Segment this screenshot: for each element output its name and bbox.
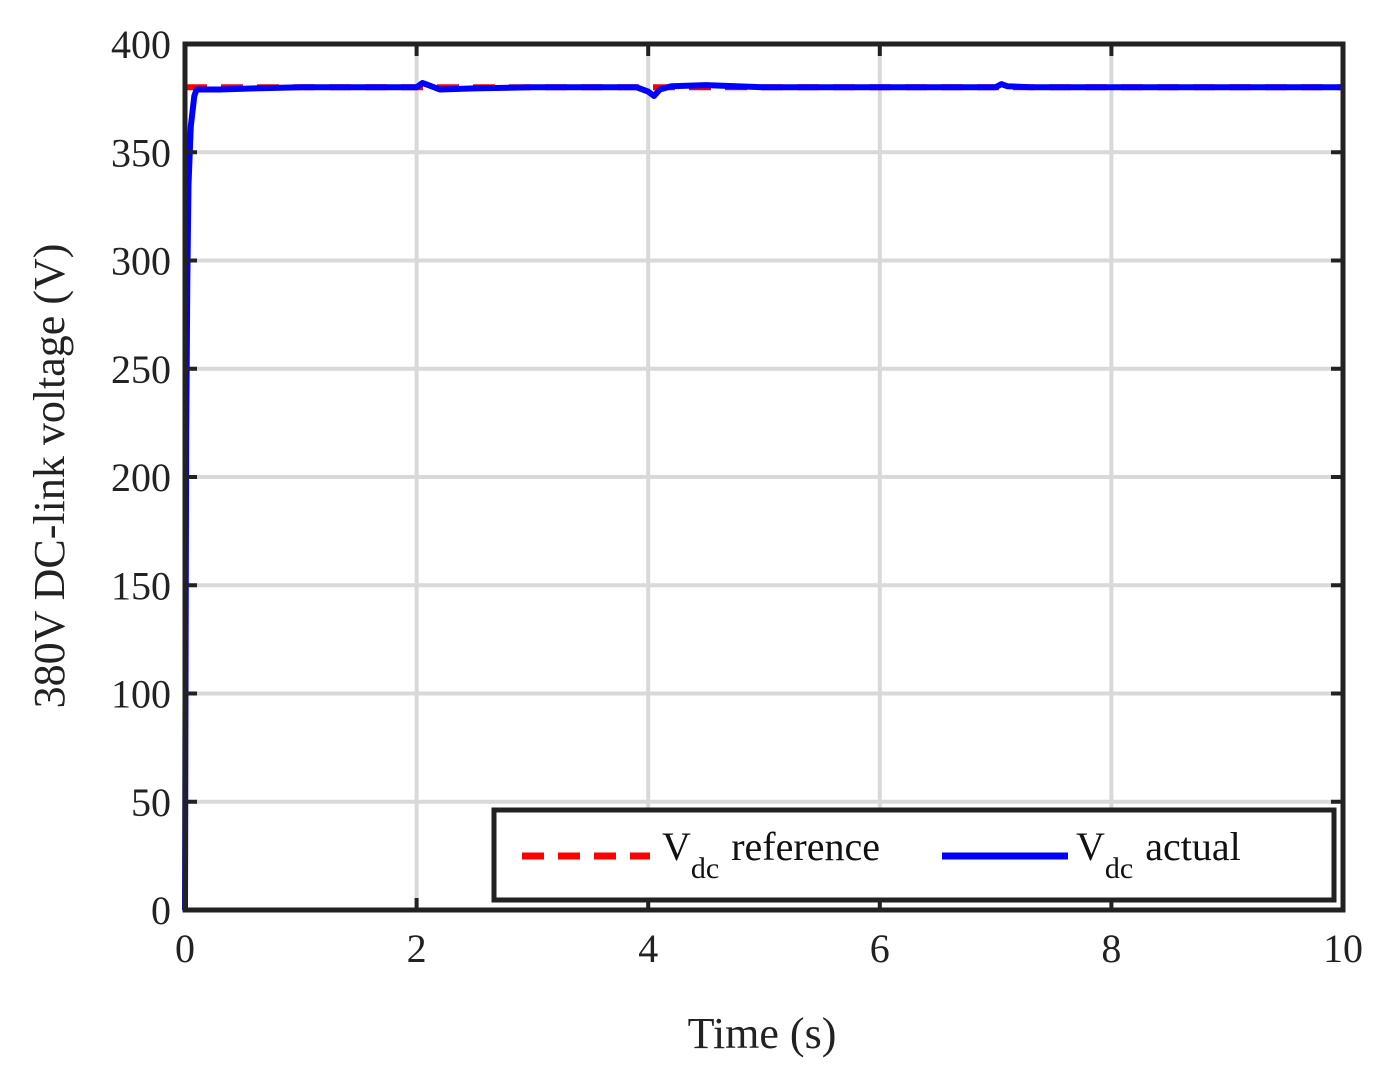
y-tick-label: 350: [111, 130, 171, 175]
series-actual-line: [182, 80, 1343, 911]
x-tick-label: 2: [407, 926, 427, 971]
legend-entry-reference-label: reference: [731, 824, 880, 869]
legend: Vdc reference Vdc actual: [491, 807, 1337, 903]
legend-entry-actual: Vdc actual: [1076, 824, 1241, 885]
grid: [183, 42, 1345, 912]
y-tick-label: 50: [131, 780, 171, 825]
y-tick-label: 100: [111, 672, 171, 717]
x-tick-label: 10: [1323, 926, 1363, 971]
ticks: [183, 42, 1345, 912]
y-tick-label: 200: [111, 455, 171, 500]
y-tick-label: 400: [111, 22, 171, 67]
y-tick-label: 0: [151, 888, 171, 933]
legend-entry-actual-label: actual: [1145, 824, 1241, 869]
legend-entry-actual-subscript: dc: [1105, 852, 1133, 885]
x-tick-label: 6: [870, 926, 890, 971]
x-tick-label: 0: [175, 926, 195, 971]
y-tick-label: 250: [111, 347, 171, 392]
y-tick-label: 150: [111, 563, 171, 608]
legend-entry-actual-symbol: V: [1076, 824, 1105, 869]
series-layer: [182, 80, 1343, 911]
legend-entry-reference-subscript: dc: [691, 852, 719, 885]
x-tick-label: 4: [638, 926, 658, 971]
x-axis-label: Time (s): [688, 1009, 837, 1058]
y-axis-label: 380V DC-link voltage (V): [25, 244, 74, 709]
legend-entry-reference-symbol: V: [662, 824, 691, 869]
x-tick-label: 8: [1101, 926, 1121, 971]
y-tick-label: 300: [111, 239, 171, 284]
legend-entry-reference: Vdc reference: [662, 824, 880, 885]
